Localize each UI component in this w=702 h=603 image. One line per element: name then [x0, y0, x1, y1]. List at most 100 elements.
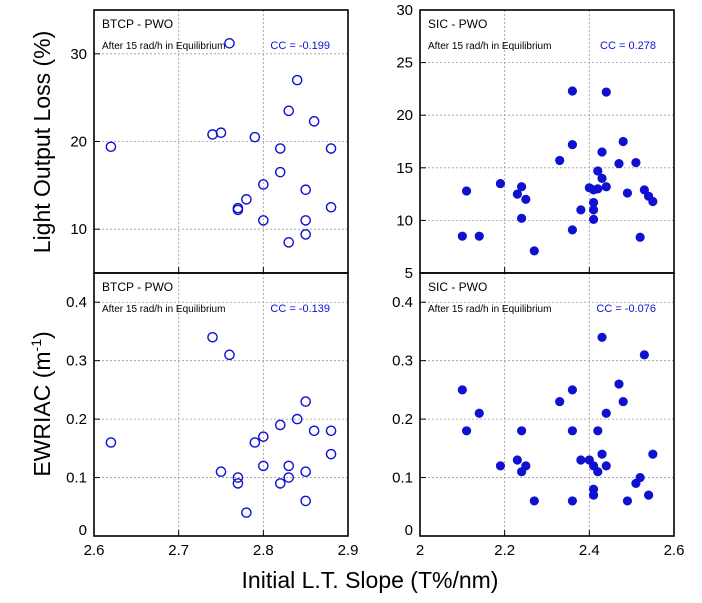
btcp-loss-annotation: After 15 rad/h in Equilibrium — [102, 41, 225, 52]
sic-loss-point — [474, 231, 484, 241]
sic-loss-panel: 5 10 15 20 25 30 SIC - PWO After 15 rad/h in Eq… — [396, 2, 675, 282]
sic-loss-point — [631, 157, 641, 168]
sic-ewriac-point — [495, 461, 506, 471]
sic-ewriac-point — [593, 426, 603, 436]
sic-ewriac-ytick-label: 0.3 — [392, 353, 413, 370]
sic-loss-point — [567, 140, 578, 150]
btcp-loss-point — [283, 237, 295, 248]
btcp-loss-point — [300, 215, 311, 226]
btcp-loss-point — [283, 105, 295, 117]
btcp-ewriac-cc: CC = -0.139 — [270, 303, 330, 315]
sic-ewriac-cc: CC = -0.076 — [596, 303, 656, 315]
sic-ewriac-point — [567, 426, 578, 436]
btcp-loss-point — [258, 179, 269, 190]
btcp-ewriac-point — [300, 396, 311, 407]
sic-ewriac-xtick-label: 2.4 — [579, 542, 600, 559]
btcp-loss-point — [291, 74, 303, 86]
btcp-loss-point — [232, 202, 244, 214]
sic-loss-point — [529, 246, 539, 256]
sic-ewriac-panel: 0 0.1 0.2 0.3 0.4 2 2.2 2.4 2.6 SIC - PWO After 15… — [392, 272, 685, 559]
btcp-ewriac-xtick-label: 2.6 — [84, 542, 105, 559]
btcp-loss-ytick-label: 10 — [70, 221, 87, 238]
sic-loss-title: SIC - PWO — [428, 17, 487, 31]
sic-ewriac-point — [601, 408, 611, 418]
btcp-ewriac-point — [215, 466, 227, 478]
btcp-ewriac-point — [291, 413, 303, 425]
sic-ewriac-point — [588, 490, 599, 500]
y-axis-label-bottom-end: ) — [29, 331, 55, 339]
btcp-ewriac-ytick-label: 0.2 — [66, 411, 87, 428]
sic-ewriac-point — [614, 379, 624, 389]
btcp-ewriac-title: BTCP - PWO — [102, 280, 173, 294]
sic-ewriac-point — [597, 449, 607, 459]
btcp-ewriac-point — [258, 460, 269, 472]
btcp-loss-point — [207, 129, 218, 140]
sic-loss-point — [576, 205, 586, 215]
sic-ewriac-ytick-label: 0.4 — [392, 294, 413, 311]
btcp-ewriac-point — [283, 472, 295, 483]
sic-loss-point — [648, 196, 658, 207]
sic-loss-point — [639, 185, 649, 195]
y-axis-label-bottom-sup: -1 — [28, 339, 44, 352]
btcp-ewriac-point — [249, 437, 261, 448]
sic-loss-ytick-label: 20 — [396, 107, 413, 124]
sic-ewriac-point — [567, 496, 578, 506]
sic-loss-point — [567, 225, 578, 235]
sic-ewriac-point — [622, 496, 633, 506]
y-axis-label-top: Light Output Loss (%) — [29, 31, 55, 253]
btcp-loss-title: BTCP - PWO — [102, 17, 173, 31]
btcp-loss-point — [241, 194, 252, 205]
btcp-loss-point — [274, 166, 286, 178]
btcp-loss-point — [300, 184, 311, 196]
sic-loss-ytick-label: 10 — [396, 212, 413, 229]
sic-loss-point — [495, 178, 506, 189]
btcp-ewriac-point — [300, 466, 311, 478]
btcp-loss-point — [215, 127, 227, 139]
panels-group: 10 20 30 BTCP - PWO After 15 rad/h in Equili… — [66, 2, 684, 559]
sic-loss-point — [588, 214, 599, 224]
sic-ewriac-point — [529, 496, 539, 506]
sic-ewriac-point — [576, 455, 586, 465]
btcp-loss-point — [105, 141, 117, 153]
btcp-ewriac-xtick-label: 2.9 — [338, 542, 359, 559]
btcp-loss-ytick-label: 20 — [70, 134, 87, 151]
sic-ewriac-point — [601, 461, 611, 471]
sic-loss-point — [457, 231, 467, 241]
btcp-ewriac-point — [241, 507, 252, 518]
btcp-loss-panel: 10 20 30 BTCP - PWO After 15 rad/h in Equili… — [70, 9, 349, 274]
sic-loss-point — [461, 186, 472, 196]
btcp-loss-point — [258, 215, 269, 226]
sic-loss-point — [618, 136, 628, 147]
sic-loss-point — [593, 184, 603, 194]
sic-ewriac-xtick-label: 2.2 — [494, 542, 515, 559]
sic-loss-ytick-label: 15 — [396, 160, 413, 177]
btcp-ewriac-point — [224, 349, 235, 361]
sic-loss-point — [601, 182, 611, 192]
btcp-ewriac-point — [207, 331, 218, 343]
x-axis-label: Initial L.T. Slope (T%/nm) — [242, 567, 499, 593]
btcp-ewriac-frame — [93, 272, 349, 537]
sic-loss-point — [555, 155, 565, 166]
y-axis-label-bottom: EWRIAC (m-1) — [28, 331, 55, 476]
sic-ewriac-ytick-label: 0 — [405, 522, 413, 539]
sic-ewriac-frame — [419, 272, 675, 537]
btcp-loss-cc: CC = -0.199 — [270, 40, 330, 52]
btcp-loss-ytick-label: 30 — [70, 46, 87, 63]
sic-loss-point — [521, 194, 531, 204]
btcp-loss-point — [249, 131, 261, 143]
sic-ewriac-ytick-label: 0.1 — [392, 470, 413, 487]
sic-ewriac-xtick-label: 2.6 — [664, 542, 685, 559]
btcp-ewriac-panel: 0 0.1 0.2 0.3 0.4 2.6 2.7 2.8 2.9 BTCP - PWO After… — [66, 272, 359, 559]
sic-loss-point — [622, 188, 633, 198]
sic-ewriac-point — [648, 449, 658, 459]
y-axis-label-bottom-main: EWRIAC (m — [29, 351, 55, 476]
sic-ewriac-point — [555, 396, 565, 407]
sic-loss-cc: CC = 0.278 — [600, 40, 656, 52]
btcp-ewriac-ytick-label: 0.1 — [66, 470, 87, 487]
sic-ewriac-annotation: After 15 rad/h in Equilibrium — [428, 304, 551, 315]
btcp-ewriac-point — [274, 419, 286, 431]
btcp-loss-point — [308, 116, 320, 127]
sic-loss-point — [593, 166, 603, 176]
sic-ewriac-point — [597, 332, 607, 342]
